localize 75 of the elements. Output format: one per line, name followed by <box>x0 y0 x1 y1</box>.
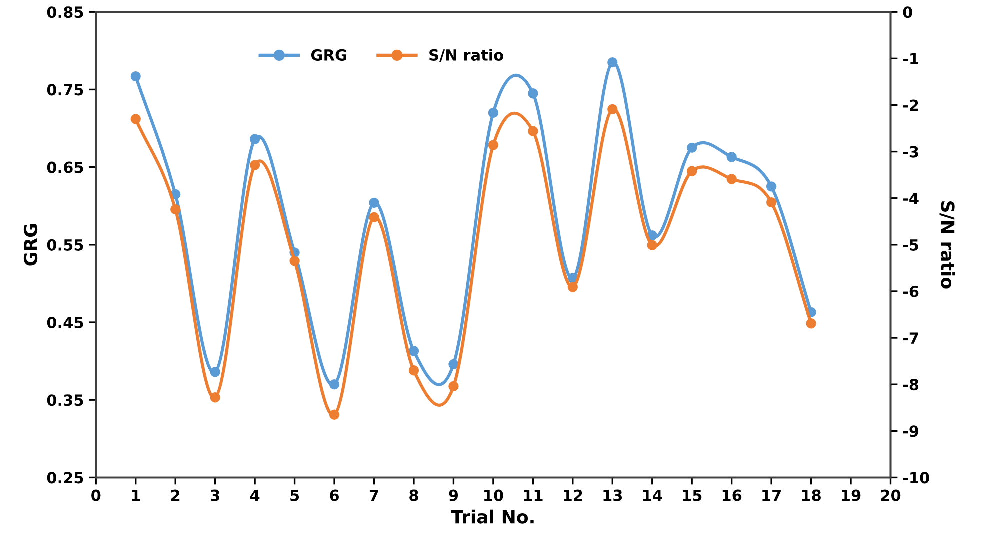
y2-tick-label: -4 <box>903 193 919 204</box>
legend-label: GRG <box>311 49 346 61</box>
y2-tick-label: -9 <box>903 426 919 438</box>
y2-tick-label: -2 <box>903 100 918 112</box>
legend-label: S/N ratio <box>430 49 504 62</box>
point <box>448 381 459 392</box>
y2-tick-label: -6 <box>903 286 919 298</box>
point <box>170 204 181 215</box>
point <box>766 182 777 192</box>
x-tick-label: 7 <box>370 490 378 502</box>
y2-tick-label: -10 <box>903 472 930 484</box>
x-tick-label: 4 <box>250 490 260 502</box>
y2-tick-label: 0 <box>903 6 912 18</box>
point <box>329 380 340 390</box>
y-tick-label: 0.25 <box>47 472 84 484</box>
point <box>290 256 300 266</box>
x-tick-label: 20 <box>881 490 901 502</box>
x-tick-label: 1 <box>132 490 140 502</box>
y-tick-label: 0.85 <box>47 6 84 18</box>
point <box>210 392 220 403</box>
point <box>806 318 816 329</box>
point <box>448 359 459 370</box>
y-tick-label: 0.55 <box>47 239 84 251</box>
x-tick-label: 11 <box>524 490 543 502</box>
y2-tick-label: -7 <box>903 332 918 344</box>
x-tick-label: 6 <box>330 490 340 502</box>
point <box>488 140 499 150</box>
point <box>726 152 737 162</box>
x-tick-label: 18 <box>802 490 821 502</box>
x-tick-label: 14 <box>643 490 662 502</box>
point <box>130 114 141 124</box>
x-tick-label: 3 <box>211 490 220 502</box>
point <box>687 166 698 176</box>
point <box>766 197 777 208</box>
x-tick-label: 13 <box>604 490 622 502</box>
point <box>250 160 260 170</box>
point <box>568 282 578 292</box>
x-tick-label: 12 <box>564 490 582 502</box>
point <box>608 57 618 68</box>
x-tick-label: 19 <box>842 490 861 502</box>
x-tick-label: 10 <box>484 490 504 502</box>
point <box>210 367 220 378</box>
point <box>369 212 380 223</box>
point <box>726 174 737 184</box>
point <box>250 134 260 144</box>
point <box>369 198 380 208</box>
x-axis-title: Trial No. <box>451 510 534 524</box>
x-tick-label: 2 <box>171 490 180 502</box>
y2-axis-title: S/N ratio <box>940 202 956 289</box>
x-tick-label: 17 <box>762 490 781 502</box>
y2-tick-label: -5 <box>903 240 918 251</box>
y2-tick-label: -8 <box>903 379 919 391</box>
point <box>329 410 340 420</box>
y-axis-title: GRG <box>24 224 38 266</box>
point <box>528 88 538 99</box>
x-tick-label: 0 <box>92 490 101 502</box>
point <box>528 126 538 136</box>
y-tick-label: 0.45 <box>47 316 84 329</box>
point <box>687 142 698 154</box>
point <box>608 104 618 115</box>
x-tick-label: 8 <box>410 490 418 502</box>
y2-tick-label: -3 <box>903 146 918 158</box>
point <box>488 108 499 118</box>
y-tick-label: 0.75 <box>47 84 84 96</box>
point <box>408 346 420 356</box>
y-tick-label: 0.35 <box>47 394 84 406</box>
y2-tick-label: -1 <box>903 53 918 64</box>
x-tick-label: 9 <box>449 490 458 502</box>
y-tick-label: 0.65 <box>47 162 84 174</box>
x-tick-label: 15 <box>683 490 702 502</box>
point <box>647 240 658 250</box>
point <box>408 366 420 376</box>
x-tick-label: 16 <box>722 490 742 502</box>
x-tick-label: 5 <box>290 490 300 502</box>
point <box>130 71 141 82</box>
